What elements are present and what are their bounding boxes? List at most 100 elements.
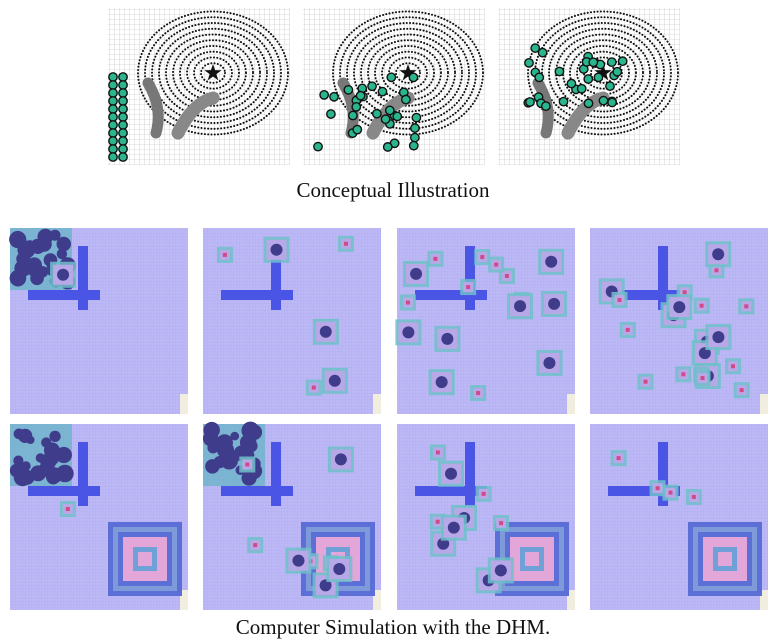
grid [108,8,290,165]
agent [327,110,335,118]
agent [409,73,417,81]
agent-dot [480,255,484,259]
agent [109,105,117,113]
corner-mark [567,394,575,414]
agent [119,129,127,137]
agent [393,112,401,120]
corner-mark [180,394,188,414]
wall [28,486,100,496]
agent-blob [545,256,557,268]
agent-blob [26,436,34,444]
agent-blob [203,431,219,447]
agent [368,82,376,90]
agent-dot [740,388,744,392]
agent-dot [499,521,503,525]
top-caption: Conceptual Illustration [296,178,490,202]
agent [606,82,614,90]
agent-blob [37,266,49,278]
bottom-caption: Computer Simulation with the DHM. [236,615,550,639]
agent-blob [329,375,341,387]
simulation-panel [395,228,575,414]
agent [525,59,533,67]
agent [402,95,410,103]
agent [109,145,117,153]
agent-dot [617,456,621,460]
agent [119,89,127,97]
conceptual-panel [303,8,485,165]
conceptual-panel [498,8,680,165]
agent-blob [37,237,52,252]
agent [119,81,127,89]
agent-dot [433,257,437,261]
wall [78,442,88,506]
agent-blob [712,331,724,343]
wall [78,246,88,310]
agent-blob [320,326,332,338]
agent [109,121,117,129]
agent-dot [692,495,696,499]
agent [330,93,338,101]
agent [608,58,616,66]
agent [559,97,567,105]
agent [119,113,127,121]
conceptual-panels [108,8,680,165]
agent-blob [514,300,526,312]
agent-dot [701,376,705,380]
agent-blob [402,326,414,338]
agent-blob [214,456,226,468]
simulation-panel [590,228,768,414]
wall [221,486,293,496]
agent-blob [335,453,347,465]
simulation-panel [397,424,575,610]
agent-dot [505,274,509,278]
wall [221,290,293,300]
agent-blob [712,248,724,260]
corner-mark [373,394,381,414]
agent [535,73,543,81]
agent-dot [668,491,672,495]
grid [498,8,680,165]
simulation-panel [203,422,381,610]
agent-blob [543,357,555,369]
corner-mark [760,394,768,414]
agent [589,58,597,66]
agent [119,145,127,153]
agent [542,102,550,110]
agent-dot [223,253,227,257]
agent-blob [21,252,31,262]
agent [352,103,360,111]
simulation-panel [590,424,768,610]
agent [109,81,117,89]
agent [411,124,419,132]
agent-blob [271,244,283,256]
agent [109,73,117,81]
agent-blob [445,468,457,480]
wall [415,290,487,300]
agent [613,68,621,76]
agent [578,85,586,93]
agent [119,73,127,81]
agent-blob [448,522,460,534]
simulation-panel [10,424,188,610]
agent-blob [673,301,685,313]
agent-dot [656,486,660,490]
agent [119,97,127,105]
agent-blob [49,431,60,442]
agent-dot [618,298,622,302]
agent-blob [57,269,69,281]
agent [386,106,394,114]
simulation-panels [9,228,768,610]
agent-blob [36,453,45,462]
agent [119,153,127,161]
agent [109,153,117,161]
agent-blob [495,564,507,576]
agent [320,91,328,99]
agent-dot [245,463,249,467]
agent-dot [253,543,257,547]
agent-blob [56,465,74,483]
agent-blob [333,563,345,575]
agent-blob [30,465,46,481]
agent [411,133,419,141]
agent-dot [681,372,685,376]
agent-blob [56,447,72,463]
